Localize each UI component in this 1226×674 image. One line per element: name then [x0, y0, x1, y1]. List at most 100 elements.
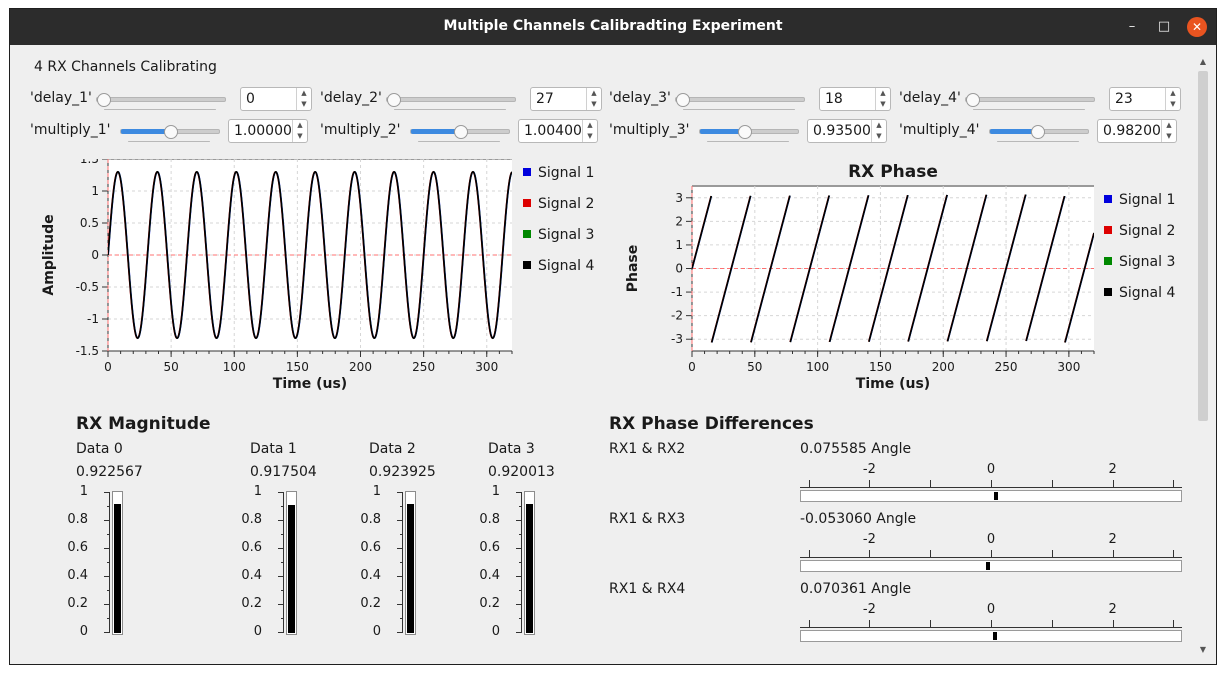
legend-label[interactable]: Signal 4: [538, 258, 594, 274]
delay-3-slider-handle[interactable]: [676, 93, 690, 107]
legend-label[interactable]: Signal 3: [538, 227, 594, 243]
delay-2-spin-arrows-icon[interactable]: ▲ ▼: [586, 88, 601, 110]
legend-swatch: [1104, 257, 1112, 265]
magnitude-minor-tick: [400, 492, 403, 493]
magnitude-scale-label: 0: [372, 624, 381, 639]
phase-diff-value: 0.075585 Angle: [800, 441, 912, 457]
magnitude-minor-tick: [281, 590, 284, 591]
x-tick-label: 200: [349, 360, 372, 374]
magnitude-scale-label: 0.2: [67, 596, 88, 611]
magnitude-scale-label: 0.8: [67, 512, 88, 527]
delay-2-slider-handle[interactable]: [387, 93, 401, 107]
delay-3-label: 'delay_3': [609, 90, 671, 106]
magnitude-channel-label: Data 2: [369, 441, 416, 457]
vertical-scrollbar[interactable]: ▲ ▼: [1196, 57, 1210, 657]
delay-4-spin-arrows-icon[interactable]: ▲ ▼: [1165, 88, 1180, 110]
delay-4-spinbox[interactable]: 23 ▲ ▼: [1109, 87, 1181, 111]
multiply-1-slider-fill: [121, 129, 170, 134]
multiply-1-spinbox[interactable]: 1.00000 ▲ ▼: [228, 119, 308, 143]
delay-1-slider[interactable]: [96, 93, 226, 107]
legend-label[interactable]: Signal 1: [1119, 192, 1175, 208]
amplitude-chart: 0 50 100 150 200 250 300 1.5 1 0.5 0 -0.5 -1 -1.5 Time…: [41, 159, 594, 392]
magnitude-scale-tick: [397, 632, 403, 633]
delay-2-spinbox[interactable]: 27 ▲ ▼: [530, 87, 602, 111]
magnitude-minor-tick: [400, 562, 403, 563]
magnitude-scale-label: 0.2: [360, 596, 381, 611]
magnitude-bar-fill-1: [288, 504, 295, 633]
legend-label[interactable]: Signal 2: [538, 196, 594, 212]
magnitude-scale-label: 0.6: [479, 540, 500, 555]
legend-swatch: [1104, 226, 1112, 234]
scrollbar-thumb[interactable]: [1198, 71, 1208, 421]
delay-1-spinbox[interactable]: 0 ▲ ▼: [240, 87, 312, 111]
multiply-2-slider-handle[interactable]: [454, 125, 468, 139]
multiply-1-slider-handle[interactable]: [164, 125, 178, 139]
magnitude-minor-tick: [281, 562, 284, 563]
delay-3-spin-arrows-icon[interactable]: ▲ ▼: [875, 88, 890, 110]
multiply-4-label: 'multiply_4': [899, 122, 980, 138]
x-axis-label: Time (us): [273, 376, 347, 392]
magnitude-bar-3: [524, 491, 535, 635]
multiply-2-slider[interactable]: [410, 125, 510, 139]
phase-scale-tick: [1051, 550, 1053, 557]
x-tick-label: 300: [475, 360, 498, 374]
multiply-3-slider-handle[interactable]: [738, 125, 752, 139]
delay-1-spin-arrows-icon[interactable]: ▲ ▼: [296, 88, 311, 110]
delay-1-slider-handle[interactable]: [97, 93, 111, 107]
magnitude-minor-tick: [519, 506, 522, 507]
legend-label[interactable]: Signal 1: [538, 165, 594, 181]
magnitude-channel-label: Data 1: [250, 441, 297, 457]
y-tick-label: -2: [671, 309, 683, 323]
y-tick-label: -0.5: [76, 280, 99, 294]
maximize-button[interactable]: □: [1157, 19, 1171, 34]
minimize-button[interactable]: –: [1128, 19, 1136, 34]
x-tick-label: 300: [1057, 360, 1080, 374]
delay-3-slider[interactable]: [675, 93, 805, 107]
magnitude-scale-tick: [104, 632, 110, 633]
delay-3-value: 18: [825, 91, 843, 107]
magnitude-minor-tick: [519, 604, 522, 605]
delay-4-slider-handle[interactable]: [966, 93, 980, 107]
magnitude-scale-axis: [109, 492, 110, 632]
multiply-4-spinbox[interactable]: 0.98200 ▲ ▼: [1097, 119, 1177, 143]
multiply-4-slider[interactable]: [989, 125, 1089, 139]
phase-scale-tick: [991, 550, 992, 557]
delay-3-spinbox[interactable]: 18 ▲ ▼: [819, 87, 891, 111]
multiply-3-spinbox[interactable]: 0.93500 ▲ ▼: [807, 119, 887, 143]
legend-label[interactable]: Signal 3: [1119, 254, 1175, 270]
multiply-3-slider-groove: [707, 141, 789, 142]
multiply-4-spin-arrows-icon[interactable]: ▲ ▼: [1161, 120, 1176, 142]
delay-4-slider[interactable]: [965, 93, 1095, 107]
phase-diff-label: RX1 & RX3: [609, 511, 686, 527]
legend-label[interactable]: Signal 2: [1119, 223, 1175, 239]
phase-scale-label: -2: [862, 462, 876, 477]
x-tick-label: 50: [163, 360, 178, 374]
window-title: Multiple Channels Calibradting Experimen…: [443, 18, 783, 34]
phase-diff-bar-1: [800, 560, 1182, 572]
multiply-4-slider-handle[interactable]: [1031, 125, 1045, 139]
multiply-1-spin-arrows-icon[interactable]: ▲ ▼: [292, 120, 307, 142]
scroll-down-icon[interactable]: ▼: [1199, 645, 1207, 654]
multiply-2-spinbox[interactable]: 1.00400 ▲ ▼: [518, 119, 598, 143]
magnitude-scale-label: 0.4: [360, 568, 381, 583]
delay-2-slider[interactable]: [386, 93, 516, 107]
y-tick-label: 1: [675, 238, 683, 252]
x-tick-label: 200: [932, 360, 955, 374]
scroll-up-icon[interactable]: ▲: [1199, 57, 1207, 66]
phase-scale-label: -2: [862, 532, 876, 547]
magnitude-scale-axis: [521, 492, 522, 632]
magnitude-value: 0.922567: [76, 464, 143, 480]
magnitude-minor-tick: [107, 548, 110, 549]
legend-swatch: [523, 168, 531, 176]
y-axis-label: Amplitude: [41, 214, 57, 295]
header-label: 4 RX Channels Calibrating: [34, 59, 217, 75]
delay-2-value: 27: [536, 91, 554, 107]
phase-chart: 0 50 100 150 200 250 300 3 2 1 0 -1 -2 -3 Time (us) Pha…: [625, 162, 1175, 392]
legend-label[interactable]: Signal 4: [1119, 285, 1175, 301]
multiply-2-spin-arrows-icon[interactable]: ▲ ▼: [582, 120, 597, 142]
multiply-3-slider[interactable]: [699, 125, 799, 139]
multiply-3-spin-arrows-icon[interactable]: ▲ ▼: [871, 120, 886, 142]
close-button[interactable]: ✕: [1187, 17, 1207, 37]
multiply-1-slider[interactable]: [120, 125, 220, 139]
magnitude-scale-tick: [516, 632, 522, 633]
